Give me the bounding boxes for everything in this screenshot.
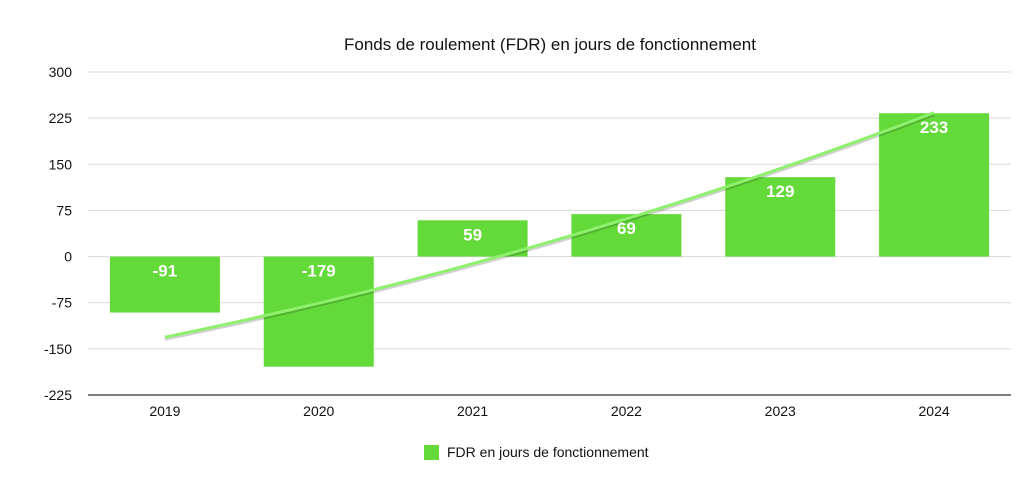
data-labels: -91 -179 59 69 129 233	[153, 118, 949, 280]
data-label: 59	[463, 225, 482, 244]
y-tick-label: 300	[49, 64, 73, 80]
x-tick-label: 2024	[919, 403, 950, 419]
bar	[725, 177, 836, 257]
bar	[571, 214, 682, 257]
legend-label: FDR en jours de fonctionnement	[447, 444, 649, 460]
x-tick-label: 2019	[149, 403, 180, 419]
trendline-shadow	[164, 113, 935, 341]
y-tick-label: 75	[56, 202, 72, 218]
bar	[879, 113, 990, 257]
data-label: 129	[766, 182, 794, 201]
trendline	[164, 111, 935, 341]
gridlines	[88, 71, 1011, 396]
y-tick-label: -225	[44, 387, 72, 403]
y-tick-label: 225	[49, 110, 73, 126]
data-label: 233	[920, 118, 948, 137]
y-tick-label: 150	[49, 156, 73, 172]
bar	[417, 220, 528, 257]
legend: FDR en jours de fonctionnement	[424, 444, 649, 460]
y-tick-label: -150	[44, 341, 72, 357]
x-tick-label: 2023	[765, 403, 796, 419]
trendline-path	[164, 111, 935, 339]
x-axis-ticks: 2019 2020 2021 2022 2023 2024	[149, 403, 950, 419]
data-label: -91	[153, 262, 178, 281]
x-tick-label: 2022	[611, 403, 642, 419]
chart-title: Fonds de roulement (FDR) en jours de fon…	[344, 35, 756, 54]
y-tick-label: 0	[64, 249, 72, 265]
x-tick-label: 2020	[303, 403, 334, 419]
legend-swatch	[424, 444, 439, 460]
x-tick-label: 2021	[457, 403, 488, 419]
data-label: 69	[617, 219, 636, 238]
data-label: -179	[302, 262, 336, 281]
y-tick-label: -75	[52, 295, 72, 311]
bars	[109, 113, 990, 367]
y-axis-ticks: 300 225 150 75 0 -75 -150 -225	[44, 64, 72, 403]
bar	[109, 256, 220, 313]
